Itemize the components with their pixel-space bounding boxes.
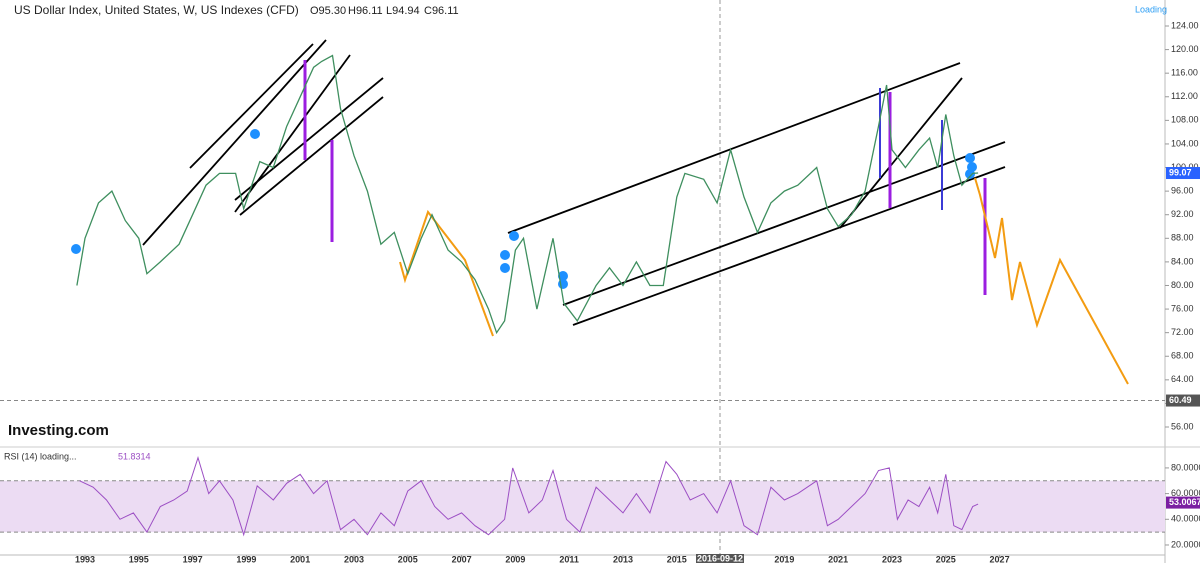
ohlc-value: O95.30 <box>310 5 346 17</box>
last-value-box <box>1166 496 1200 509</box>
x-tick-label: 2019 <box>774 554 794 563</box>
series-line <box>76 54 979 335</box>
y-tick-label: 104.00 <box>1171 138 1199 148</box>
x-tick-label: 2009 <box>505 554 525 563</box>
x-tick-label: 2005 <box>398 554 418 563</box>
rsi-header-value: 51.8314 <box>118 451 151 461</box>
y-tick-label: 116.00 <box>1171 68 1198 78</box>
chart-title: US Dollar Index, United States, W, US In… <box>14 3 299 17</box>
x-tick-label: 2011 <box>559 554 579 563</box>
ohlc-value: L94.94 <box>386 5 420 17</box>
x-tick-label: 1997 <box>183 554 203 563</box>
y-tick-label: 92.00 <box>1171 209 1194 219</box>
y-tick-label: 88.00 <box>1171 233 1194 243</box>
y-tick-label: 60.0000 <box>1171 488 1200 498</box>
y-tick-label: 100.00 <box>1171 162 1199 172</box>
drawings <box>142 39 1129 385</box>
ohlc: O95.30 H96.11 L94.94 C96.11 <box>310 5 459 17</box>
trend-lines <box>142 39 1006 326</box>
event-markers <box>71 129 977 289</box>
x-tick-label: 2021 <box>828 554 848 563</box>
series-line <box>79 456 979 537</box>
source-logo: Investing.com <box>8 422 109 439</box>
x-tick-label: 2001 <box>290 554 310 563</box>
y-tick-label: 20.0000 <box>1171 539 1200 549</box>
x-tick-label: 2007 <box>452 554 472 563</box>
y-tick-label: 84.00 <box>1171 256 1194 266</box>
y-tick-label: 80.0000 <box>1171 462 1200 472</box>
y-tick-label: 120.00 <box>1171 44 1199 54</box>
rsi-title: RSI (14) loading... <box>4 451 77 461</box>
y-tick-label: 64.00 <box>1171 374 1194 384</box>
price-line-box <box>1166 394 1200 407</box>
x-tick-label: 1993 <box>75 554 95 563</box>
y-tick-label: 76.00 <box>1171 303 1194 313</box>
crosshair-label: 2016-09-12 <box>697 553 743 563</box>
y-tick-label: 56.00 <box>1171 421 1194 431</box>
y-tick-label: 108.00 <box>1171 115 1199 125</box>
y-tick-label: 68.00 <box>1171 351 1194 361</box>
x-tick-label: 2015 <box>667 554 687 563</box>
x-tick-label: 2013 <box>613 554 633 563</box>
last-value-box <box>1166 167 1200 180</box>
x-tick-label: 2025 <box>936 554 956 563</box>
y-tick-label: 112.00 <box>1171 91 1198 101</box>
measure-lines <box>879 88 943 210</box>
price-line-label: 60.49 <box>1169 395 1192 405</box>
x-tick-label: 2027 <box>990 554 1010 563</box>
y-tick-label: 40.0000 <box>1171 514 1200 524</box>
projection <box>399 177 1129 385</box>
x-tick-label: 2023 <box>882 554 902 563</box>
target-lines <box>303 60 987 295</box>
last-value-label: 99.07 <box>1169 167 1192 177</box>
crosshair-box <box>696 554 744 563</box>
y-tick-label: 80.00 <box>1171 280 1194 290</box>
x-tick-label: 2003 <box>344 554 364 563</box>
ohlc-value: C96.11 <box>424 5 459 17</box>
x-tick-label: 1999 <box>236 554 256 563</box>
x-tick-label: 1995 <box>129 554 149 563</box>
y-tick-label: 96.00 <box>1171 186 1194 196</box>
status: Loading <box>1135 4 1167 14</box>
y-tick-label: 124.00 <box>1171 20 1199 30</box>
y-tick-label: 72.00 <box>1171 327 1194 337</box>
ohlc-value: H96.11 <box>348 5 383 17</box>
last-value-label: 53.0067 <box>1169 497 1200 507</box>
